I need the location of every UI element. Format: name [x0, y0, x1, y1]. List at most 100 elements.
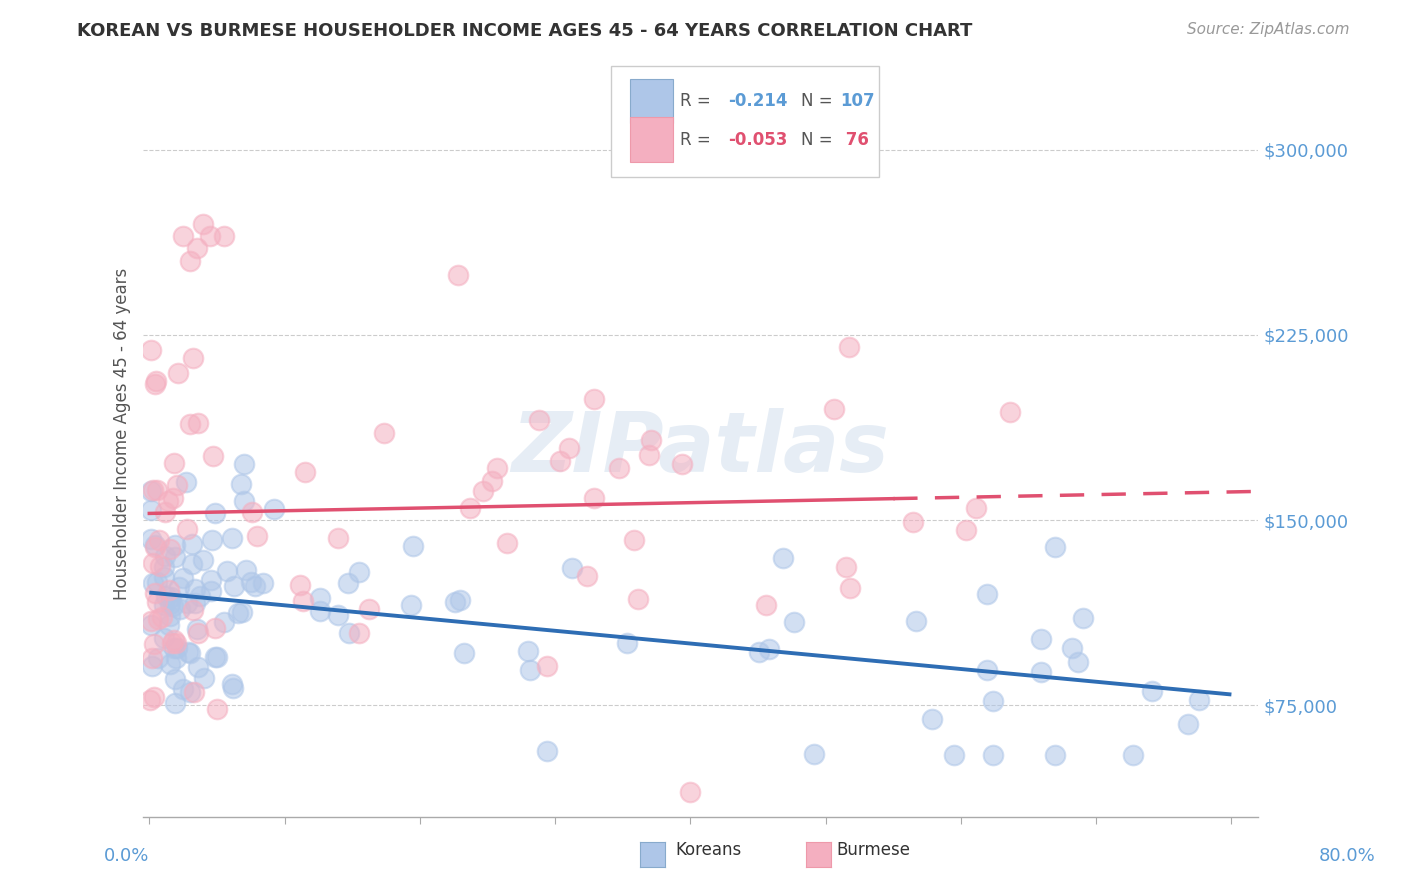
Point: [447, 268, 470, 283]
Point: [783, 615, 806, 630]
Point: [142, 483, 165, 497]
Text: ZIPatlas: ZIPatlas: [512, 409, 890, 490]
Point: [174, 475, 197, 490]
Point: [1188, 692, 1211, 706]
Point: [336, 576, 359, 591]
Point: [165, 650, 187, 665]
Point: [143, 538, 166, 552]
Point: [172, 681, 194, 696]
Point: [519, 663, 541, 677]
Point: [215, 564, 238, 578]
Point: [1071, 610, 1094, 624]
Point: [141, 659, 163, 673]
Point: [399, 598, 422, 612]
Point: [212, 229, 235, 244]
Point: [187, 659, 209, 673]
Point: [1142, 683, 1164, 698]
FancyBboxPatch shape: [630, 79, 672, 123]
Point: [179, 646, 201, 660]
Point: [204, 649, 226, 664]
Point: [143, 636, 166, 650]
Point: [308, 591, 330, 606]
Point: [443, 595, 465, 609]
Point: [142, 557, 165, 571]
Text: Source: ZipAtlas.com: Source: ZipAtlas.com: [1187, 22, 1350, 37]
Point: [204, 621, 226, 635]
Point: [976, 664, 998, 678]
Point: [357, 602, 380, 616]
Point: [139, 617, 162, 632]
Point: [453, 646, 475, 660]
Point: [838, 581, 860, 595]
Text: N =: N =: [801, 130, 832, 149]
Point: [181, 602, 204, 616]
Point: [166, 640, 188, 655]
Point: [153, 549, 176, 564]
Point: [139, 503, 162, 517]
Point: [163, 633, 186, 648]
Point: [1177, 717, 1199, 731]
Point: [527, 413, 550, 427]
Point: [246, 528, 269, 542]
Point: [186, 241, 208, 255]
Point: [159, 597, 181, 611]
Point: [142, 575, 165, 590]
Point: [1067, 655, 1090, 669]
Point: [193, 217, 215, 231]
Point: [575, 569, 598, 583]
Point: [190, 589, 212, 603]
Point: [153, 560, 176, 574]
Point: [835, 560, 858, 574]
Point: [231, 605, 253, 619]
Point: [965, 500, 987, 515]
Text: 80.0%: 80.0%: [1319, 847, 1375, 864]
Point: [245, 579, 267, 593]
Point: [558, 441, 581, 455]
Point: [1062, 640, 1084, 655]
Point: [627, 591, 650, 606]
Point: [186, 622, 208, 636]
Point: [609, 461, 631, 475]
Text: 107: 107: [839, 92, 875, 111]
Point: [139, 484, 162, 499]
Text: R =: R =: [681, 130, 717, 149]
Point: [458, 500, 481, 515]
Point: [221, 677, 243, 691]
Point: [471, 483, 494, 498]
Point: [159, 541, 181, 556]
Point: [172, 229, 194, 244]
Point: [163, 696, 186, 710]
Point: [347, 625, 370, 640]
Point: [226, 606, 249, 620]
Point: [772, 551, 794, 566]
Point: [240, 575, 263, 590]
Point: [172, 571, 194, 585]
Point: [548, 454, 571, 468]
Point: [240, 505, 263, 519]
Point: [1029, 665, 1052, 679]
Point: [157, 494, 180, 508]
Point: [976, 587, 998, 601]
Point: [326, 607, 349, 622]
Point: [373, 426, 395, 441]
Point: [582, 491, 605, 506]
Point: [148, 533, 170, 547]
Text: -0.214: -0.214: [728, 92, 787, 111]
Point: [485, 461, 508, 475]
Point: [163, 538, 186, 552]
Point: [198, 229, 221, 244]
Text: 0.0%: 0.0%: [104, 847, 149, 864]
Point: [823, 401, 845, 416]
Point: [143, 585, 166, 599]
Point: [201, 533, 224, 548]
Point: [202, 449, 225, 463]
Point: [291, 594, 314, 608]
Text: -0.053: -0.053: [728, 130, 787, 149]
Point: [755, 598, 778, 612]
Point: [159, 608, 181, 623]
Point: [1043, 747, 1066, 762]
Point: [143, 690, 166, 705]
Point: [162, 599, 184, 613]
Point: [679, 785, 702, 799]
Point: [326, 532, 349, 546]
